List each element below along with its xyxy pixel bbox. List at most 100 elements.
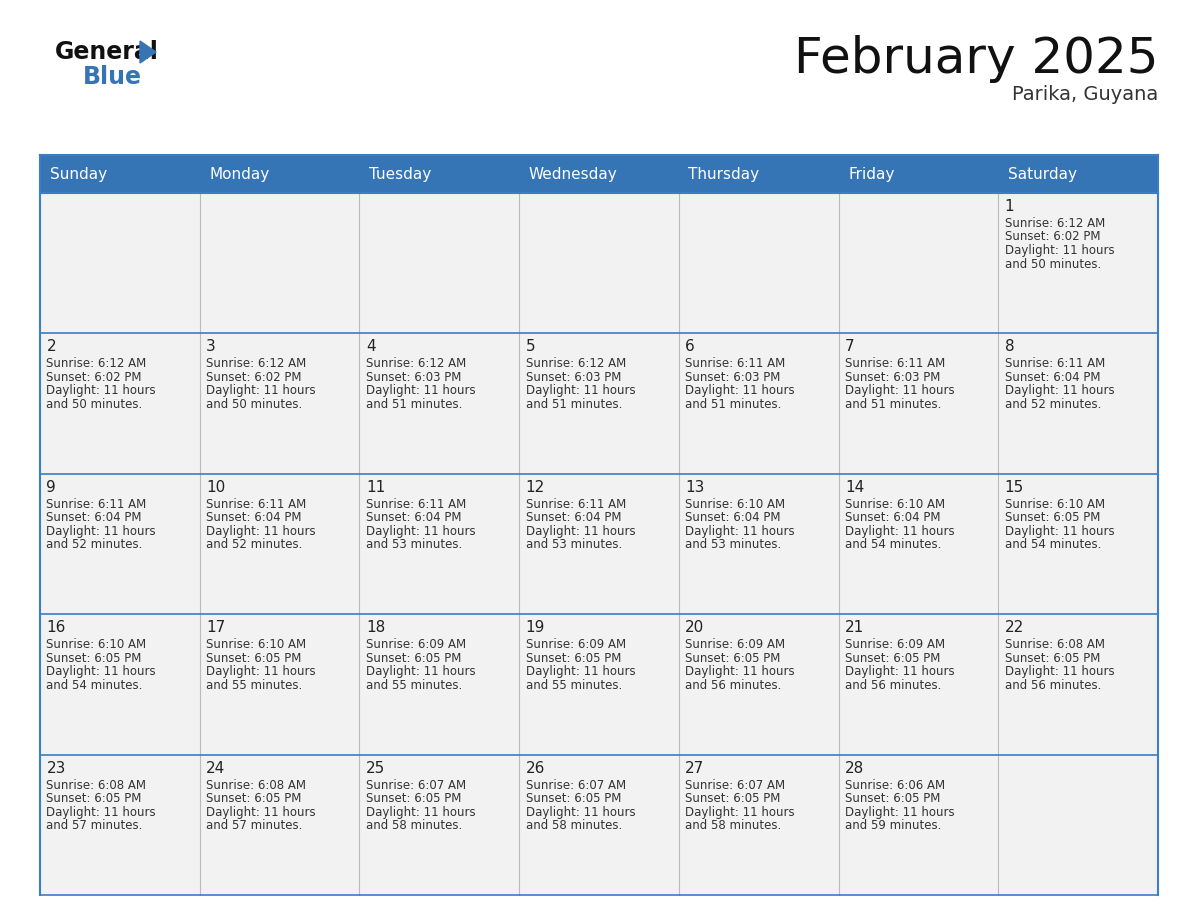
Text: Sunset: 6:04 PM: Sunset: 6:04 PM: [685, 511, 781, 524]
Text: Sunrise: 6:12 AM: Sunrise: 6:12 AM: [366, 357, 466, 370]
Bar: [839, 614, 998, 755]
Text: Daylight: 11 hours: Daylight: 11 hours: [46, 666, 156, 678]
Text: Sunrise: 6:06 AM: Sunrise: 6:06 AM: [845, 778, 946, 791]
Text: Sunset: 6:02 PM: Sunset: 6:02 PM: [46, 371, 141, 384]
Text: Sunset: 6:04 PM: Sunset: 6:04 PM: [366, 511, 461, 524]
Text: and 51 minutes.: and 51 minutes.: [366, 397, 462, 411]
Text: Sunset: 6:05 PM: Sunset: 6:05 PM: [46, 652, 141, 665]
Text: 3: 3: [206, 340, 216, 354]
Bar: [40, 333, 200, 474]
Bar: [998, 755, 1158, 895]
Text: Sunrise: 6:12 AM: Sunrise: 6:12 AM: [46, 357, 146, 370]
Text: Monday: Monday: [209, 166, 270, 182]
Text: 7: 7: [845, 340, 854, 354]
Text: Sunrise: 6:12 AM: Sunrise: 6:12 AM: [206, 357, 307, 370]
Text: Sunrise: 6:09 AM: Sunrise: 6:09 AM: [366, 638, 466, 651]
Bar: [519, 614, 678, 755]
Text: Sunset: 6:04 PM: Sunset: 6:04 PM: [845, 511, 941, 524]
Bar: [839, 193, 998, 333]
Text: 13: 13: [685, 480, 704, 495]
Bar: [200, 193, 360, 333]
Text: Sunrise: 6:12 AM: Sunrise: 6:12 AM: [1005, 217, 1105, 230]
Text: Daylight: 11 hours: Daylight: 11 hours: [206, 666, 316, 678]
Bar: [839, 474, 998, 614]
Text: Sunday: Sunday: [50, 166, 107, 182]
Text: Daylight: 11 hours: Daylight: 11 hours: [46, 525, 156, 538]
Text: and 54 minutes.: and 54 minutes.: [845, 538, 941, 552]
Text: Daylight: 11 hours: Daylight: 11 hours: [525, 385, 636, 397]
Bar: [200, 755, 360, 895]
Text: Sunrise: 6:08 AM: Sunrise: 6:08 AM: [46, 778, 146, 791]
Text: and 56 minutes.: and 56 minutes.: [845, 678, 941, 691]
Bar: [998, 333, 1158, 474]
Bar: [360, 193, 519, 333]
Text: Daylight: 11 hours: Daylight: 11 hours: [525, 666, 636, 678]
Text: Sunrise: 6:12 AM: Sunrise: 6:12 AM: [525, 357, 626, 370]
Text: Daylight: 11 hours: Daylight: 11 hours: [685, 806, 795, 819]
Bar: [40, 474, 200, 614]
Text: Daylight: 11 hours: Daylight: 11 hours: [845, 806, 955, 819]
Text: Sunrise: 6:08 AM: Sunrise: 6:08 AM: [1005, 638, 1105, 651]
Text: 20: 20: [685, 621, 704, 635]
Text: 24: 24: [206, 761, 226, 776]
Text: Thursday: Thursday: [688, 166, 759, 182]
Text: Sunset: 6:02 PM: Sunset: 6:02 PM: [206, 371, 302, 384]
Text: Daylight: 11 hours: Daylight: 11 hours: [366, 666, 475, 678]
Text: Sunset: 6:03 PM: Sunset: 6:03 PM: [685, 371, 781, 384]
Text: February 2025: February 2025: [794, 35, 1158, 83]
Text: Sunset: 6:04 PM: Sunset: 6:04 PM: [525, 511, 621, 524]
Text: Friday: Friday: [848, 166, 895, 182]
Bar: [998, 155, 1158, 193]
Text: Daylight: 11 hours: Daylight: 11 hours: [525, 525, 636, 538]
Text: 4: 4: [366, 340, 375, 354]
Text: Daylight: 11 hours: Daylight: 11 hours: [206, 525, 316, 538]
Text: 21: 21: [845, 621, 864, 635]
Text: and 58 minutes.: and 58 minutes.: [525, 819, 621, 832]
Text: 19: 19: [525, 621, 545, 635]
Bar: [678, 755, 839, 895]
Text: Daylight: 11 hours: Daylight: 11 hours: [685, 525, 795, 538]
Bar: [998, 193, 1158, 333]
Text: Daylight: 11 hours: Daylight: 11 hours: [46, 806, 156, 819]
Text: and 55 minutes.: and 55 minutes.: [206, 678, 303, 691]
Text: and 55 minutes.: and 55 minutes.: [366, 678, 462, 691]
Bar: [678, 614, 839, 755]
Text: Wednesday: Wednesday: [529, 166, 618, 182]
Text: Sunset: 6:05 PM: Sunset: 6:05 PM: [46, 792, 141, 805]
Bar: [40, 193, 200, 333]
Text: 8: 8: [1005, 340, 1015, 354]
Text: Sunset: 6:04 PM: Sunset: 6:04 PM: [46, 511, 141, 524]
Text: Sunrise: 6:10 AM: Sunrise: 6:10 AM: [1005, 498, 1105, 510]
Text: Sunset: 6:05 PM: Sunset: 6:05 PM: [1005, 652, 1100, 665]
Text: 9: 9: [46, 480, 56, 495]
Text: Sunset: 6:05 PM: Sunset: 6:05 PM: [685, 652, 781, 665]
Text: Sunset: 6:05 PM: Sunset: 6:05 PM: [1005, 511, 1100, 524]
Text: and 53 minutes.: and 53 minutes.: [525, 538, 621, 552]
Bar: [200, 614, 360, 755]
Text: Sunset: 6:05 PM: Sunset: 6:05 PM: [366, 792, 461, 805]
Text: Sunset: 6:04 PM: Sunset: 6:04 PM: [206, 511, 302, 524]
Text: Daylight: 11 hours: Daylight: 11 hours: [1005, 666, 1114, 678]
Text: Sunrise: 6:10 AM: Sunrise: 6:10 AM: [845, 498, 946, 510]
Text: Sunset: 6:03 PM: Sunset: 6:03 PM: [525, 371, 621, 384]
Bar: [519, 155, 678, 193]
Text: and 56 minutes.: and 56 minutes.: [685, 678, 782, 691]
Text: and 58 minutes.: and 58 minutes.: [685, 819, 782, 832]
Text: Daylight: 11 hours: Daylight: 11 hours: [525, 806, 636, 819]
Bar: [40, 755, 200, 895]
Text: and 50 minutes.: and 50 minutes.: [46, 397, 143, 411]
Text: and 52 minutes.: and 52 minutes.: [206, 538, 303, 552]
Text: 17: 17: [206, 621, 226, 635]
Text: Saturday: Saturday: [1007, 166, 1076, 182]
Text: and 57 minutes.: and 57 minutes.: [46, 819, 143, 832]
Bar: [839, 333, 998, 474]
Text: 15: 15: [1005, 480, 1024, 495]
Text: and 58 minutes.: and 58 minutes.: [366, 819, 462, 832]
Text: Sunrise: 6:11 AM: Sunrise: 6:11 AM: [1005, 357, 1105, 370]
Text: and 52 minutes.: and 52 minutes.: [1005, 397, 1101, 411]
Text: Sunrise: 6:11 AM: Sunrise: 6:11 AM: [366, 498, 466, 510]
Text: Sunset: 6:02 PM: Sunset: 6:02 PM: [1005, 230, 1100, 243]
Text: Sunset: 6:05 PM: Sunset: 6:05 PM: [525, 792, 621, 805]
Bar: [200, 155, 360, 193]
Text: Sunrise: 6:11 AM: Sunrise: 6:11 AM: [845, 357, 946, 370]
